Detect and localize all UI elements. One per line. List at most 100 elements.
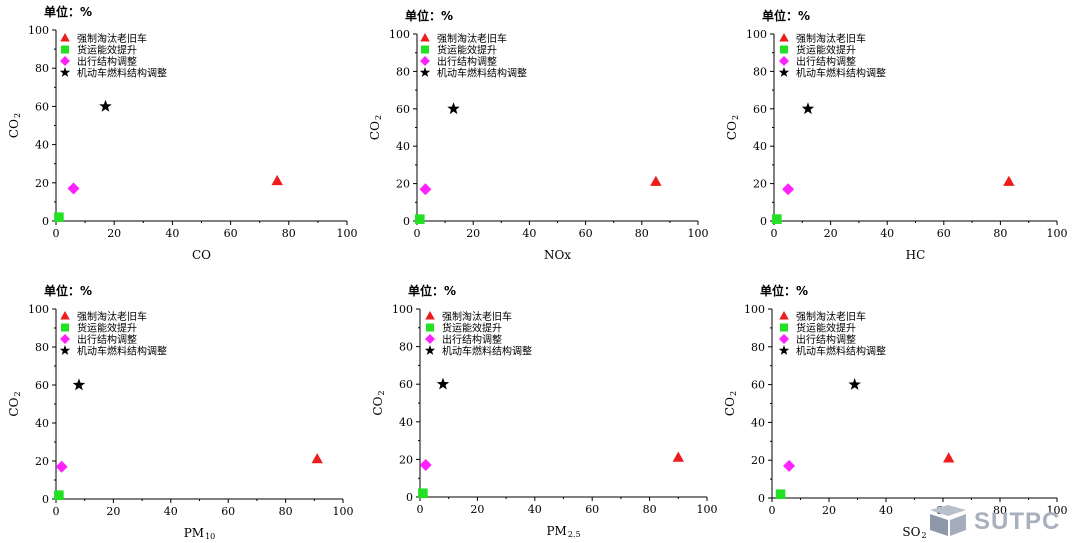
legend-marker-square [780,45,788,54]
legend-label: 机动车燃料结构调整 [796,345,886,358]
y-axis-label: CO2 [7,391,22,416]
legend-label: 货运能效提升 [77,44,137,57]
y-tick-label: 60 [35,379,49,392]
y-axis-label-main: CO [7,119,21,138]
x-axis-label: NOx [544,248,571,262]
legend-label: 货运能效提升 [437,44,497,57]
x-tick-label: 100 [1047,504,1068,517]
data-point-star [72,378,86,391]
legend-label: 机动车燃料结构调整 [442,345,532,358]
legend-label: 出行结构调整 [796,333,856,346]
legend-marker-star [59,345,71,355]
y-tick-label: 80 [35,62,49,75]
y-tick-label: 80 [751,341,765,354]
data-point-diamond [67,182,80,195]
x-tick-label: 20 [824,227,838,240]
data-point-triangle [943,452,955,463]
legend-marker-diamond [420,56,430,66]
legend-marker-triangle [60,311,70,320]
legend-marker-star [424,345,436,355]
legend-marker-square [426,323,434,332]
x-tick-label: 60 [224,227,238,240]
data-point-square [54,490,64,500]
y-axis-label-sub: 2 [377,390,386,395]
y-axis-label: CO2 [723,391,738,416]
y-axis-label-sub: 2 [13,391,22,396]
legend-marker-triangle [425,311,435,320]
scatter-chart-1: 单位：%0 20 40 60 80 100020406080100COCO2强制淘汰老旧车… [7,4,358,262]
scatter-chart-2: 单位：% 0 20 40 60 80 100 0 20 40 60 80 100 NOx CO2 强制淘汰老旧… [368,8,709,262]
watermark-logo: SUTPC [930,505,1059,536]
data-point-triangle [1003,175,1015,186]
x-tick-label: 60 [221,505,235,518]
y-axis-label: CO2 [371,390,386,415]
scatter-chart-5: 单位：% 0 20 40 60 80 100 0 20 40 60 80 100 PM2.5 CO2 强制淘汰… [371,283,718,539]
legend-label: 货运能效提升 [77,322,137,335]
data-point-star [801,102,815,115]
legend-marker-triangle [60,33,70,42]
legend-marker-diamond [60,334,70,344]
unit-label: 单位：% [44,4,92,19]
x-axis-label-main: CO [192,248,211,262]
legend-label: 强制淘汰老旧车 [437,32,507,45]
legend-label: 强制淘汰老旧车 [796,310,866,323]
y-tick-label: 80 [396,65,410,78]
y-tick-label: 60 [35,100,49,113]
x-axis-label-sub: 10 [205,532,215,541]
legend-marker-square [421,45,429,54]
legend-label: 出行结构调整 [437,55,497,68]
legend-label: 机动车燃料结构调整 [796,67,886,80]
y-tick-label: 20 [399,453,413,466]
data-point-star [447,102,460,115]
legend-label: 机动车燃料结构调整 [77,345,167,358]
y-axis-label-main: CO [723,397,737,416]
x-tick-label: 20 [106,505,120,518]
y-tick-label: 80 [399,341,413,354]
legend-marker-square [780,323,788,332]
x-axis-label: CO [192,248,211,262]
y-tick-label: 100 [392,303,413,316]
x-tick-label: 20 [107,227,121,240]
x-tick-label: 20 [466,227,480,240]
legend-marker-star [778,67,790,77]
x-tick-label: 40 [528,503,542,516]
y-tick-label: 40 [35,139,49,152]
data-point-star [436,377,450,390]
y-tick-label: 60 [399,378,413,391]
x-tick-label: 80 [643,503,657,516]
legend-marker-triangle [420,33,430,42]
y-axis-label: CO2 [725,115,740,140]
legend-label: 强制淘汰老旧车 [77,32,147,45]
x-tick-label: 0 [771,227,778,240]
scatter-chart-6: 单位：%020406080100020406080100SO2CO2强制淘汰老旧… [723,283,1068,540]
y-tick-label: 60 [751,379,765,392]
y-tick-label: 80 [753,65,767,78]
legend-label: 出行结构调整 [77,333,137,346]
unit-label: 单位：% [760,283,808,298]
y-tick-label: 40 [396,140,410,153]
y-tick-label: 0 [760,215,767,228]
y-axis-label-main: CO [7,397,21,416]
data-point-triangle [672,451,684,462]
unit-label: 单位：% [44,283,92,298]
data-point-square [415,214,425,224]
y-tick-label: 80 [35,341,49,354]
x-tick-label: 100 [333,505,354,518]
data-point-square [54,212,64,222]
x-tick-label: 20 [822,504,836,517]
x-tick-label: 80 [993,227,1007,240]
y-axis-label-sub: 2 [374,115,383,120]
x-tick-label: 80 [993,504,1007,517]
x-axis-label: HC [906,248,926,262]
unit-label: 单位：% [408,283,456,298]
y-tick-label: 20 [396,178,410,191]
x-tick-label: 0 [53,227,60,240]
x-axis-label: SO2 [902,525,926,540]
legend-label: 机动车燃料结构调整 [437,67,527,80]
